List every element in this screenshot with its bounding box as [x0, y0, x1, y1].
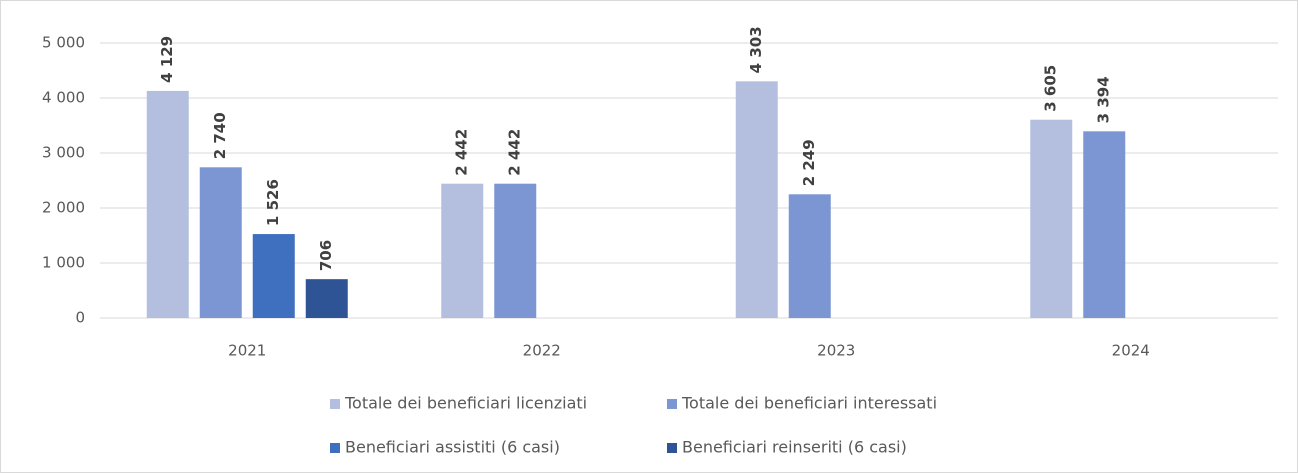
data-label: 706	[317, 240, 335, 271]
x-tick-label: 2024	[1112, 342, 1150, 360]
data-label: 3 605	[1042, 65, 1060, 112]
legend-label: Beneficiari reinseriti (6 casi)	[682, 438, 907, 457]
bar	[735, 81, 778, 319]
bar	[1030, 119, 1073, 318]
data-label: 2 442	[453, 129, 471, 176]
y-tick-label: 1 000	[42, 254, 85, 272]
bar	[199, 167, 242, 318]
bar	[305, 279, 348, 318]
y-tick-label: 5 000	[42, 34, 85, 52]
bar	[252, 234, 295, 318]
legend-swatch	[667, 443, 677, 453]
x-tick-label: 2023	[817, 342, 855, 360]
data-label: 4 303	[747, 26, 765, 73]
data-label: 2 442	[506, 129, 524, 176]
y-tick-label: 3 000	[42, 144, 85, 162]
x-tick-label: 2021	[228, 342, 266, 360]
legend-swatch	[330, 399, 340, 409]
y-tick-label: 4 000	[42, 89, 85, 107]
bar	[146, 90, 189, 318]
data-label: 2 249	[800, 139, 818, 186]
data-label: 3 394	[1095, 76, 1113, 123]
x-tick-label: 2022	[523, 342, 561, 360]
legend-label: Totale dei beneficiari licenziati	[344, 394, 587, 413]
data-label: 2 740	[211, 112, 229, 159]
legend-label: Totale dei beneficiari interessati	[681, 394, 937, 413]
data-label: 1 526	[264, 179, 282, 226]
bar	[788, 194, 831, 318]
legend-swatch	[330, 443, 340, 453]
legend-swatch	[667, 399, 677, 409]
legend-label: Beneficiari assistiti (6 casi)	[345, 438, 560, 457]
y-tick-label: 0	[75, 309, 85, 327]
bar	[441, 183, 484, 318]
bar	[1083, 131, 1126, 318]
y-tick-label: 2 000	[42, 199, 85, 217]
data-label: 4 129	[158, 36, 176, 83]
bar	[494, 183, 537, 318]
